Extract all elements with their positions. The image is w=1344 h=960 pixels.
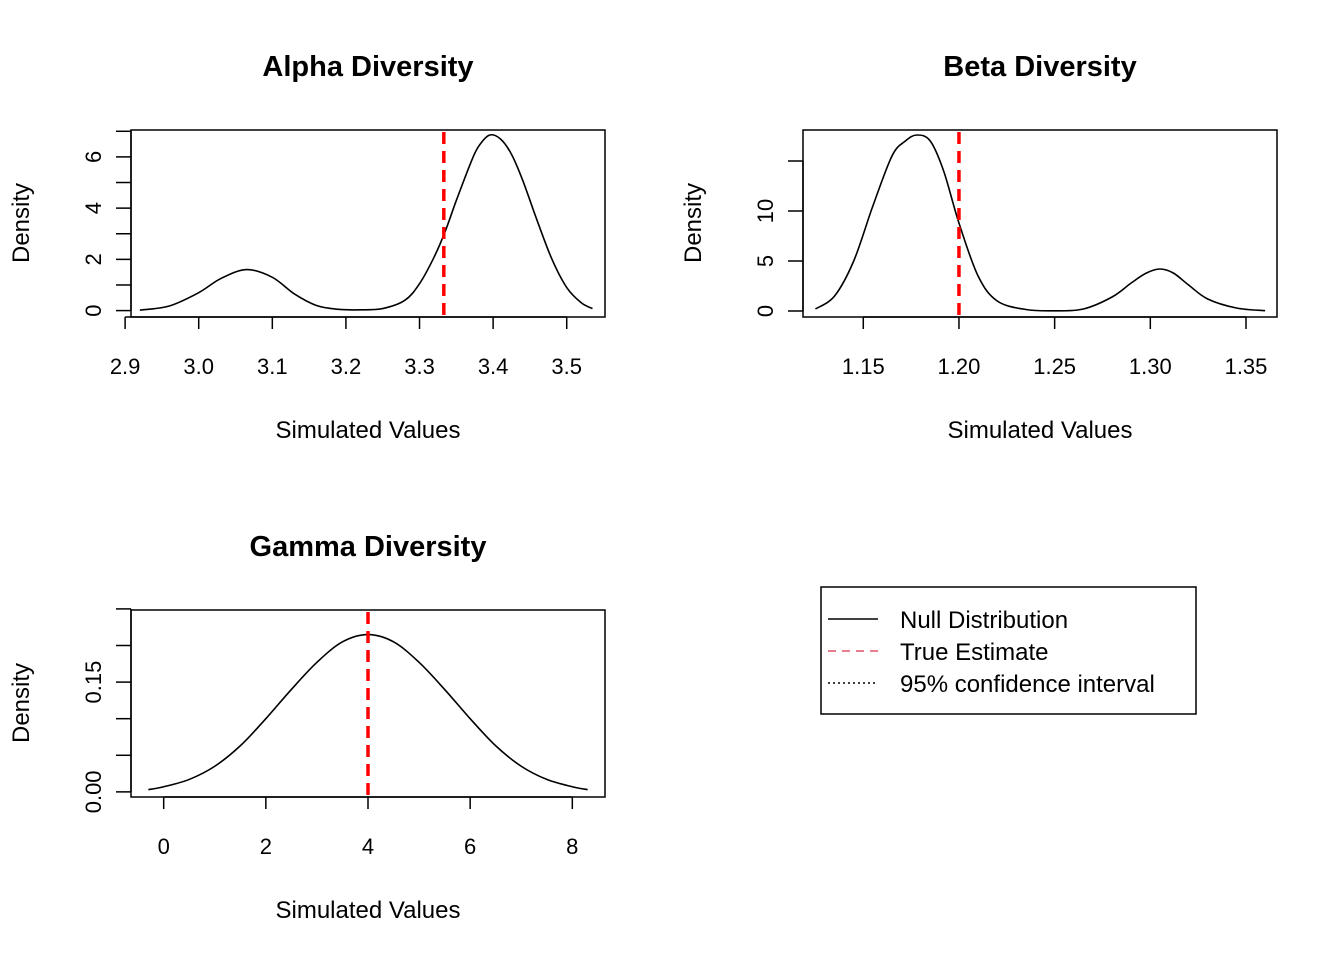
x-tick-label: 1.20 xyxy=(938,354,981,379)
legend-label: 95% confidence interval xyxy=(900,671,1155,698)
x-tick-label: 3.1 xyxy=(257,354,288,379)
gamma-x-axis-label: Simulated Values xyxy=(276,897,461,924)
y-tick-label: 0 xyxy=(753,305,778,317)
x-tick-label: 3.2 xyxy=(331,354,362,379)
x-tick-label: 1.30 xyxy=(1129,354,1172,379)
beta-y-ticks: 0 5 10 xyxy=(753,160,804,317)
x-tick-label: 3.0 xyxy=(183,354,214,379)
legend-box xyxy=(820,586,1197,715)
y-tick-label: 5 xyxy=(753,255,778,267)
beta-diversity-panel: Beta Diversity Simulated Values Density … xyxy=(680,51,1278,444)
alpha-y-ticks: 0 2 4 6 xyxy=(81,130,132,317)
x-tick-label: 1.35 xyxy=(1225,354,1268,379)
y-tick-label: 0.00 xyxy=(81,770,106,813)
beta-title: Beta Diversity xyxy=(943,51,1136,83)
legend-item-null-distribution: Null Distribution xyxy=(828,607,1068,634)
x-tick-label: 2.9 xyxy=(110,354,141,379)
gamma-title: Gamma Diversity xyxy=(250,531,487,563)
x-tick-label: 0 xyxy=(158,834,170,859)
y-tick-label: 10 xyxy=(753,199,778,223)
beta-x-axis-label: Simulated Values xyxy=(948,417,1133,444)
x-tick-label: 2 xyxy=(260,834,272,859)
y-tick-label: 0 xyxy=(81,304,106,316)
x-tick-label: 3.4 xyxy=(478,354,509,379)
alpha-null-distribution-line xyxy=(139,133,593,311)
x-tick-label: 3.3 xyxy=(404,354,435,379)
x-tick-label: 3.5 xyxy=(551,354,582,379)
x-tick-label: 1.15 xyxy=(842,354,885,379)
alpha-diversity-panel: Alpha Diversity Simulated Values Density… xyxy=(8,51,606,444)
alpha-y-axis-label: Density xyxy=(8,183,35,263)
y-tick-label: 4 xyxy=(81,202,106,214)
gamma-y-axis-label: Density xyxy=(8,663,35,743)
gamma-x-ticks: 0 2 4 6 8 xyxy=(158,796,578,859)
alpha-title: Alpha Diversity xyxy=(262,51,473,83)
legend-label: True Estimate xyxy=(900,639,1049,666)
gamma-y-ticks: 0.00 0.15 xyxy=(81,608,132,813)
beta-null-distribution-line xyxy=(814,134,1266,312)
y-tick-label: 6 xyxy=(81,151,106,163)
x-tick-label: 6 xyxy=(464,834,476,859)
legend-item-true-estimate: True Estimate xyxy=(828,639,1049,666)
alpha-x-ticks: 2.9 3.0 3.1 3.2 3.3 3.4 3.5 xyxy=(110,316,582,379)
y-tick-label: 0.15 xyxy=(81,661,106,704)
x-tick-label: 8 xyxy=(566,834,578,859)
x-tick-label: 1.25 xyxy=(1033,354,1076,379)
legend: Null Distribution True Estimate 95% conf… xyxy=(820,586,1197,715)
x-tick-label: 4 xyxy=(362,834,374,859)
gamma-diversity-panel: Gamma Diversity Simulated Values Density… xyxy=(8,531,606,924)
beta-y-axis-label: Density xyxy=(680,183,707,263)
beta-x-ticks: 1.15 1.20 1.25 1.30 1.35 xyxy=(842,316,1268,379)
y-tick-label: 2 xyxy=(81,253,106,265)
legend-label: Null Distribution xyxy=(900,607,1068,634)
legend-item-confidence-interval: 95% confidence interval xyxy=(828,671,1155,698)
alpha-x-axis-label: Simulated Values xyxy=(276,417,461,444)
